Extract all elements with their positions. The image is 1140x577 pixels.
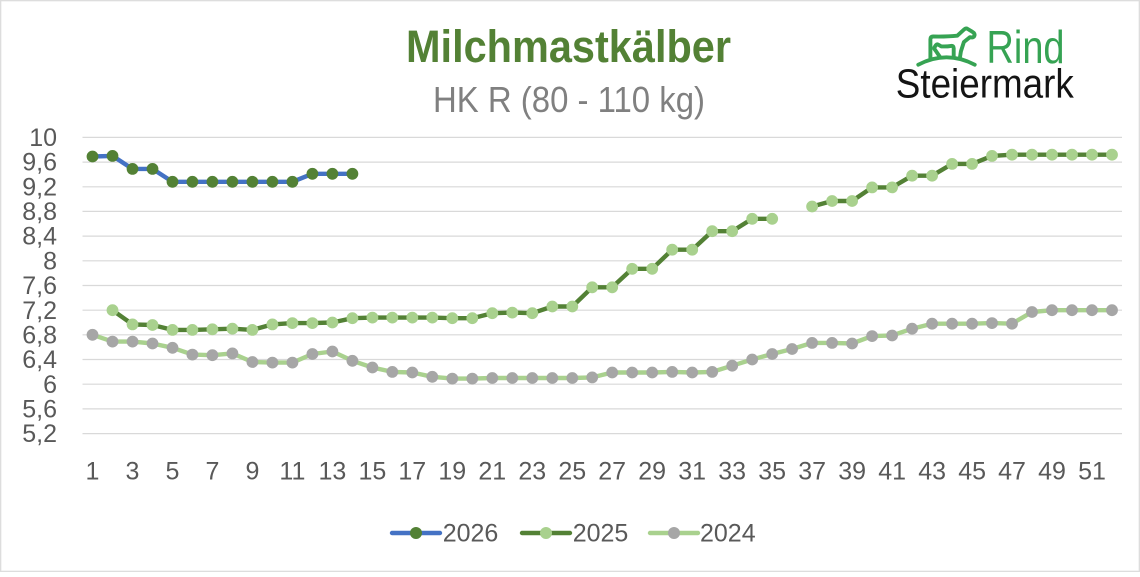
svg-text:17: 17 — [398, 458, 426, 486]
svg-text:43: 43 — [918, 458, 946, 486]
svg-text:49: 49 — [1038, 458, 1066, 486]
svg-text:3: 3 — [126, 458, 140, 486]
svg-text:9,2: 9,2 — [22, 173, 57, 201]
svg-text:HK R (80 - 110 kg): HK R (80 - 110 kg) — [433, 79, 705, 120]
svg-text:2024: 2024 — [700, 520, 756, 548]
svg-text:9,6: 9,6 — [22, 149, 57, 177]
svg-text:8: 8 — [43, 247, 57, 275]
svg-text:27: 27 — [598, 458, 626, 486]
svg-text:33: 33 — [718, 458, 746, 486]
svg-text:9: 9 — [245, 458, 259, 486]
svg-text:Milchmastkälber: Milchmastkälber — [406, 21, 731, 72]
svg-text:13: 13 — [318, 458, 346, 486]
svg-text:2025: 2025 — [573, 520, 629, 548]
svg-text:23: 23 — [518, 458, 546, 486]
svg-text:1: 1 — [86, 458, 100, 486]
svg-text:47: 47 — [998, 458, 1026, 486]
svg-text:10: 10 — [29, 124, 57, 152]
svg-text:37: 37 — [798, 458, 826, 486]
svg-text:15: 15 — [358, 458, 386, 486]
svg-text:6,4: 6,4 — [22, 346, 57, 374]
svg-text:8,4: 8,4 — [22, 223, 57, 251]
svg-text:21: 21 — [478, 458, 506, 486]
svg-text:Steiermark: Steiermark — [896, 61, 1074, 107]
svg-text:11: 11 — [279, 458, 305, 486]
svg-text:6,8: 6,8 — [22, 321, 57, 349]
svg-text:39: 39 — [838, 458, 866, 486]
svg-text:29: 29 — [638, 458, 666, 486]
svg-text:7,6: 7,6 — [22, 272, 57, 300]
svg-text:19: 19 — [438, 458, 466, 486]
svg-text:35: 35 — [758, 458, 786, 486]
svg-text:25: 25 — [558, 458, 586, 486]
svg-text:5: 5 — [166, 458, 180, 486]
svg-text:7,2: 7,2 — [22, 297, 57, 325]
svg-text:8,8: 8,8 — [22, 198, 57, 226]
svg-text:5,6: 5,6 — [22, 396, 57, 424]
svg-text:51: 51 — [1078, 458, 1106, 486]
svg-text:6: 6 — [43, 371, 57, 399]
svg-text:45: 45 — [958, 458, 986, 486]
svg-text:41: 41 — [878, 458, 906, 486]
svg-text:7: 7 — [205, 458, 219, 486]
svg-text:5,2: 5,2 — [22, 420, 57, 448]
svg-text:2026: 2026 — [443, 520, 499, 548]
svg-text:31: 31 — [678, 458, 706, 486]
svg-text:Rind: Rind — [987, 21, 1065, 73]
